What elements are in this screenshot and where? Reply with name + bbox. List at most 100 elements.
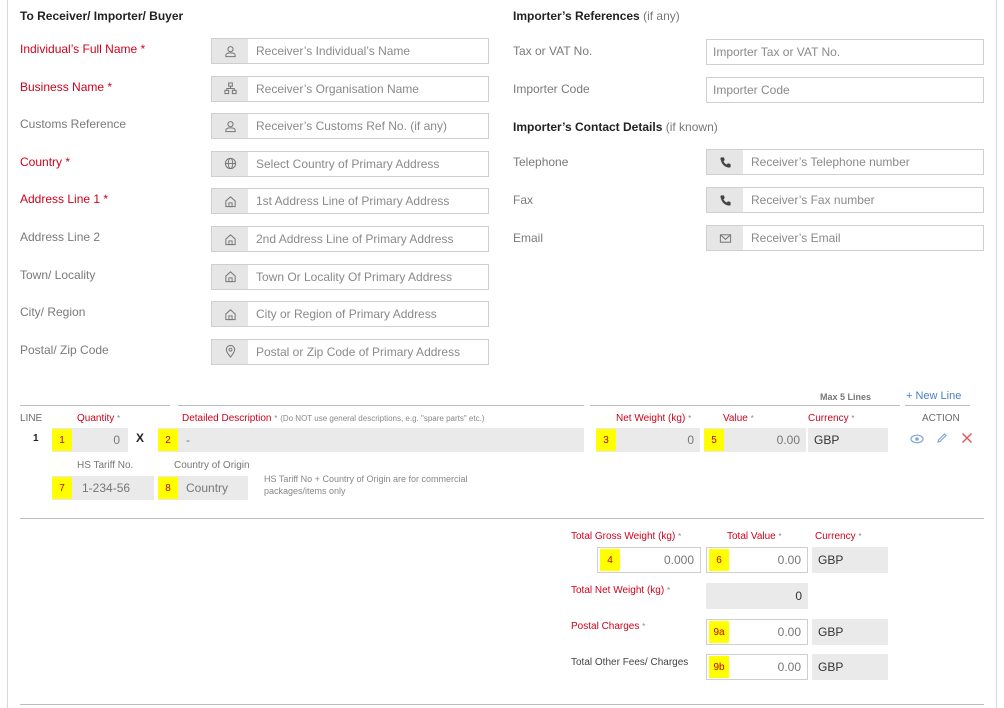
- total-net-weight-field: 0: [706, 583, 808, 609]
- gross-weight-header: Total Gross Weight (kg) *: [571, 531, 681, 542]
- col-currency-label: Currency: [808, 413, 849, 424]
- col-description-header: Detailed Description * (Do NOT use gener…: [182, 413, 484, 424]
- country-placeholder: Select Country of Primary Address: [256, 156, 440, 171]
- address-line-1-placeholder: 1st Address Line of Primary Address: [256, 194, 450, 209]
- required-mark: *: [688, 414, 692, 423]
- town-locality-input[interactable]: Town Or Locality Of Primary Address: [211, 263, 489, 290]
- town-locality-label-text: Town/ Locality: [20, 267, 96, 282]
- hs-tariff-label: HS Tariff No.: [77, 460, 134, 471]
- tax-or-vat-no-input[interactable]: Importer Tax or VAT No.: [706, 39, 984, 65]
- required-mark: *: [104, 79, 113, 94]
- importer-contact-hint: (if known): [665, 120, 718, 134]
- max-lines-note: Max 5 Lines: [820, 392, 872, 402]
- required-mark: *: [778, 532, 782, 541]
- fax-input[interactable]: Receiver’s Fax number: [706, 187, 984, 213]
- required-mark: *: [62, 154, 71, 169]
- header-divider: [178, 405, 584, 406]
- country-label-text: Country: [20, 154, 63, 169]
- fax-label: Fax: [513, 193, 533, 207]
- postal-zip-code-label-text: Postal/ Zip Code: [20, 342, 109, 357]
- organisation-icon: [212, 76, 248, 101]
- section-divider: [20, 518, 984, 519]
- importer-code-input[interactable]: Importer Code: [706, 77, 984, 103]
- email-label-text: Email: [513, 231, 544, 245]
- description-input[interactable]: -: [158, 428, 584, 452]
- col-net-weight-label: Net Weight (kg): [616, 413, 686, 424]
- description-note: (Do NOT use general descriptions, e.g. "…: [280, 414, 485, 423]
- col-quantity-label: Quantity: [77, 413, 115, 424]
- required-mark: *: [678, 532, 682, 541]
- other-fees-badge: 9b: [709, 656, 729, 678]
- col-action-header: ACTION: [922, 413, 960, 424]
- total-currency-field: GBP: [812, 547, 888, 573]
- home-icon: [212, 302, 248, 327]
- delete-icon[interactable]: [961, 431, 973, 449]
- bottom-divider: [20, 704, 984, 705]
- tax-or-vat-no-label: Tax or VAT No.: [513, 44, 592, 58]
- required-mark: *: [666, 586, 671, 595]
- required-mark: *: [274, 414, 278, 423]
- edit-icon[interactable]: [936, 431, 948, 449]
- postal-zip-code-input[interactable]: Postal or Zip Code of Primary Address: [211, 338, 489, 365]
- country-input[interactable]: Select Country of Primary Address: [211, 150, 489, 177]
- business-name-label-text: Business Name: [20, 79, 105, 94]
- individual-s-full-name-label: Individual’s Full Name *: [20, 42, 145, 56]
- location-pin-icon: [212, 339, 248, 364]
- telephone-label-text: Telephone: [513, 155, 569, 169]
- header-divider: [20, 405, 170, 406]
- total-currency-label: Currency: [815, 531, 856, 542]
- address-line-2-label: Address Line 2: [20, 230, 100, 244]
- fax-label-text: Fax: [513, 193, 534, 207]
- net-weight-total-label: Total Net Weight (kg): [571, 585, 665, 596]
- envelope-icon: [707, 226, 743, 250]
- city-region-label-text: City/ Region: [20, 305, 86, 320]
- total-currency-header: Currency *: [815, 531, 861, 542]
- importer-refs-title-text: Importer’s References: [513, 9, 640, 23]
- email-label: Email: [513, 231, 543, 245]
- importer-code-label: Importer Code: [513, 82, 590, 96]
- col-line-header: LINE: [20, 413, 43, 424]
- other-fees-label: Total Other Fees/ Charges: [571, 657, 689, 668]
- postal-charges-label: Postal Charges: [571, 621, 640, 632]
- importer-code-label-text: Importer Code: [513, 82, 590, 96]
- email-input[interactable]: Receiver’s Email: [706, 225, 984, 251]
- phone-icon: [707, 188, 743, 212]
- country-label: Country *: [20, 155, 70, 169]
- business-name-label: Business Name *: [20, 80, 112, 94]
- line-number: 1: [33, 433, 39, 444]
- col-currency-header: Currency *: [808, 413, 854, 424]
- importer-refs-hint: (if any): [643, 9, 680, 23]
- hs-tariff-badge: 7: [52, 477, 72, 499]
- new-line-button[interactable]: + New Line: [906, 390, 962, 402]
- telephone-input[interactable]: Receiver’s Telephone number: [706, 149, 984, 175]
- postal-zip-code-label: Postal/ Zip Code: [20, 343, 109, 357]
- header-divider: [590, 405, 900, 406]
- tax-or-vat-no-label-text: Tax or VAT No.: [513, 44, 593, 58]
- postal-charges-header: Postal Charges *: [571, 621, 645, 632]
- total-value-badge: 6: [709, 549, 729, 571]
- tax-or-vat-no-placeholder: Importer Tax or VAT No.: [713, 45, 841, 59]
- col-description-label: Detailed Description: [182, 413, 272, 424]
- required-mark: *: [858, 532, 862, 541]
- required-mark: *: [642, 622, 646, 631]
- address-line-1-label-text: Address Line 1: [20, 192, 101, 207]
- origin-badge: 8: [158, 477, 178, 499]
- view-icon[interactable]: [910, 432, 924, 450]
- individual-s-full-name-input[interactable]: Receiver’s Individual’s Name: [211, 38, 489, 64]
- col-value-header: Value *: [723, 413, 754, 424]
- telephone-placeholder: Receiver’s Telephone number: [751, 155, 910, 169]
- address-line-2-label-text: Address Line 2: [20, 230, 101, 244]
- form-frame: [7, 0, 997, 708]
- col-net-weight-header: Net Weight (kg) *: [616, 413, 691, 424]
- customs-reference-input[interactable]: Receiver’s Customs Ref No. (if any): [211, 113, 489, 140]
- postal-currency-field: GBP: [812, 619, 888, 645]
- town-locality-placeholder: Town Or Locality Of Primary Address: [256, 269, 453, 284]
- city-region-input[interactable]: City or Region of Primary Address: [211, 301, 489, 328]
- origin-label: Country of Origin: [174, 460, 250, 471]
- total-value-header: Total Value *: [727, 531, 782, 542]
- address-line-1-input[interactable]: 1st Address Line of Primary Address: [211, 188, 489, 215]
- business-name-input[interactable]: Receiver’s Organisation Name: [211, 75, 489, 102]
- home-icon: [212, 264, 248, 289]
- address-line-2-input[interactable]: 2nd Address Line of Primary Address: [211, 226, 489, 252]
- total-value-label: Total Value: [727, 531, 776, 542]
